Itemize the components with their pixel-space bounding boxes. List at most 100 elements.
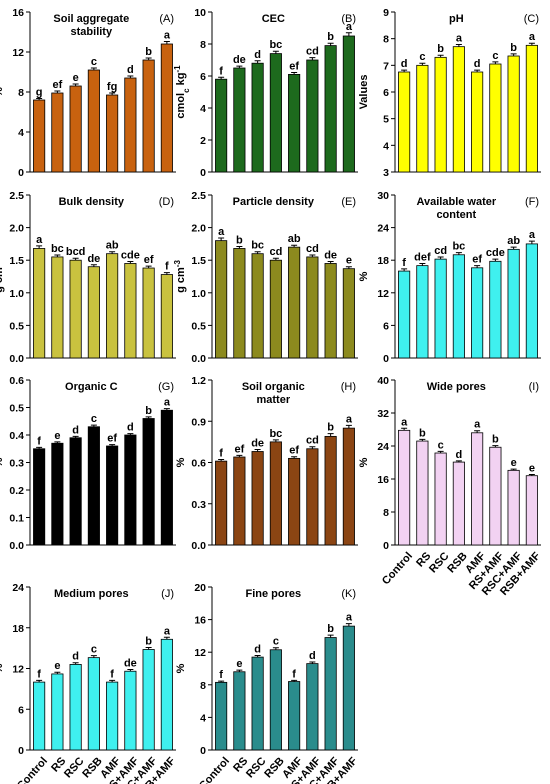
- significance-letter: b: [327, 422, 334, 434]
- significance-letter: e: [73, 72, 79, 84]
- error-bar: [419, 62, 426, 66]
- error-bar: [419, 262, 426, 266]
- significance-letter: b: [419, 427, 426, 439]
- bar: [51, 256, 64, 359]
- significance-letter: b: [145, 635, 152, 647]
- bar: [215, 681, 228, 751]
- x-tick-label: Control: [197, 755, 232, 784]
- bar: [142, 418, 155, 546]
- significance-letter: d: [72, 424, 79, 436]
- bar: [215, 240, 228, 359]
- significance-letter: d: [309, 650, 316, 662]
- bar: [69, 664, 82, 751]
- x-tick-label: Control: [380, 550, 415, 587]
- bar: [160, 409, 173, 546]
- bar: [398, 429, 411, 546]
- y-tick-label: 8: [383, 34, 389, 46]
- error-bar: [127, 75, 134, 78]
- significance-letter: a: [346, 21, 353, 33]
- error-bar: [528, 42, 535, 46]
- significance-letter: d: [456, 449, 463, 461]
- significance-letter: f: [292, 668, 296, 680]
- y-tick-label: 0: [383, 353, 389, 365]
- significance-letter: ab: [106, 240, 119, 252]
- chart-title: Soil aggregate: [53, 13, 129, 25]
- y-axis-label-part: g cm: [0, 267, 5, 293]
- panel-label: (J): [161, 588, 174, 600]
- significance-letter: e: [346, 255, 352, 267]
- y-tick-label: 16: [377, 474, 389, 486]
- error-bar: [127, 669, 134, 672]
- bar: [233, 248, 246, 359]
- error-bar: [327, 42, 334, 46]
- bar: [251, 451, 264, 546]
- bar: [251, 253, 264, 359]
- chart-title: Organic C: [65, 381, 118, 393]
- error-bar: [218, 237, 225, 241]
- bar: [106, 445, 119, 546]
- error-bar: [474, 430, 481, 433]
- y-tick-label: 18: [12, 623, 24, 635]
- error-bar: [345, 623, 352, 627]
- error-bar: [72, 435, 79, 438]
- error-bar: [345, 266, 352, 269]
- bar: [269, 53, 282, 173]
- y-tick-label: 0: [200, 745, 206, 757]
- bar: [324, 637, 337, 751]
- x-tick-label: RSC: [244, 755, 268, 780]
- error-bar: [254, 654, 261, 658]
- y-tick-label: 24: [12, 582, 24, 594]
- bar: [251, 656, 264, 751]
- bar: [471, 267, 484, 359]
- y-tick-label: 4: [200, 103, 206, 115]
- significance-letter: a: [529, 31, 536, 43]
- significance-letter: bc: [452, 241, 465, 253]
- bar: [215, 78, 228, 173]
- error-bar: [474, 265, 481, 268]
- significance-letter: f: [37, 668, 41, 680]
- significance-letter: de: [324, 250, 337, 262]
- error-bar: [345, 424, 352, 429]
- y-tick-label: 6: [383, 320, 389, 332]
- y-axis-label: %: [0, 87, 5, 97]
- significance-letter: e: [529, 462, 535, 474]
- significance-letter: b: [510, 42, 517, 54]
- y-tick-label: 5: [383, 114, 389, 126]
- error-bar: [309, 254, 316, 257]
- significance-letter: bc: [251, 240, 264, 252]
- bar: [507, 469, 520, 546]
- panel-label: (C): [524, 13, 539, 25]
- y-axis-label: %: [175, 457, 187, 467]
- panel-label: (B): [341, 13, 356, 25]
- significance-letter: bc: [51, 243, 64, 255]
- bar: [507, 248, 520, 359]
- error-bar: [254, 251, 261, 254]
- bar: [124, 434, 137, 546]
- y-tick-label: 8: [200, 39, 206, 51]
- panel-label: (F): [525, 196, 539, 208]
- error-bar: [109, 251, 116, 254]
- significance-letter: cde: [121, 250, 140, 262]
- significance-letter: bc: [269, 428, 282, 440]
- chart-title: Available water: [416, 196, 496, 208]
- significance-letter: b: [327, 31, 334, 43]
- error-bar: [345, 32, 352, 36]
- bar: [434, 452, 447, 546]
- bar: [416, 64, 429, 173]
- bar: [69, 437, 82, 546]
- significance-letter: d: [127, 64, 134, 76]
- y-tick-label: 6: [383, 87, 389, 99]
- bar: [471, 432, 484, 546]
- bar: [233, 456, 246, 546]
- y-tick-label: 0.0: [9, 353, 24, 365]
- bar: [342, 268, 355, 359]
- y-tick-label: 16: [12, 7, 24, 19]
- bar: [452, 46, 465, 173]
- error-bar: [127, 261, 134, 264]
- error-bar: [109, 679, 116, 683]
- bar: [342, 625, 355, 751]
- y-tick-label: 2.5: [191, 190, 206, 202]
